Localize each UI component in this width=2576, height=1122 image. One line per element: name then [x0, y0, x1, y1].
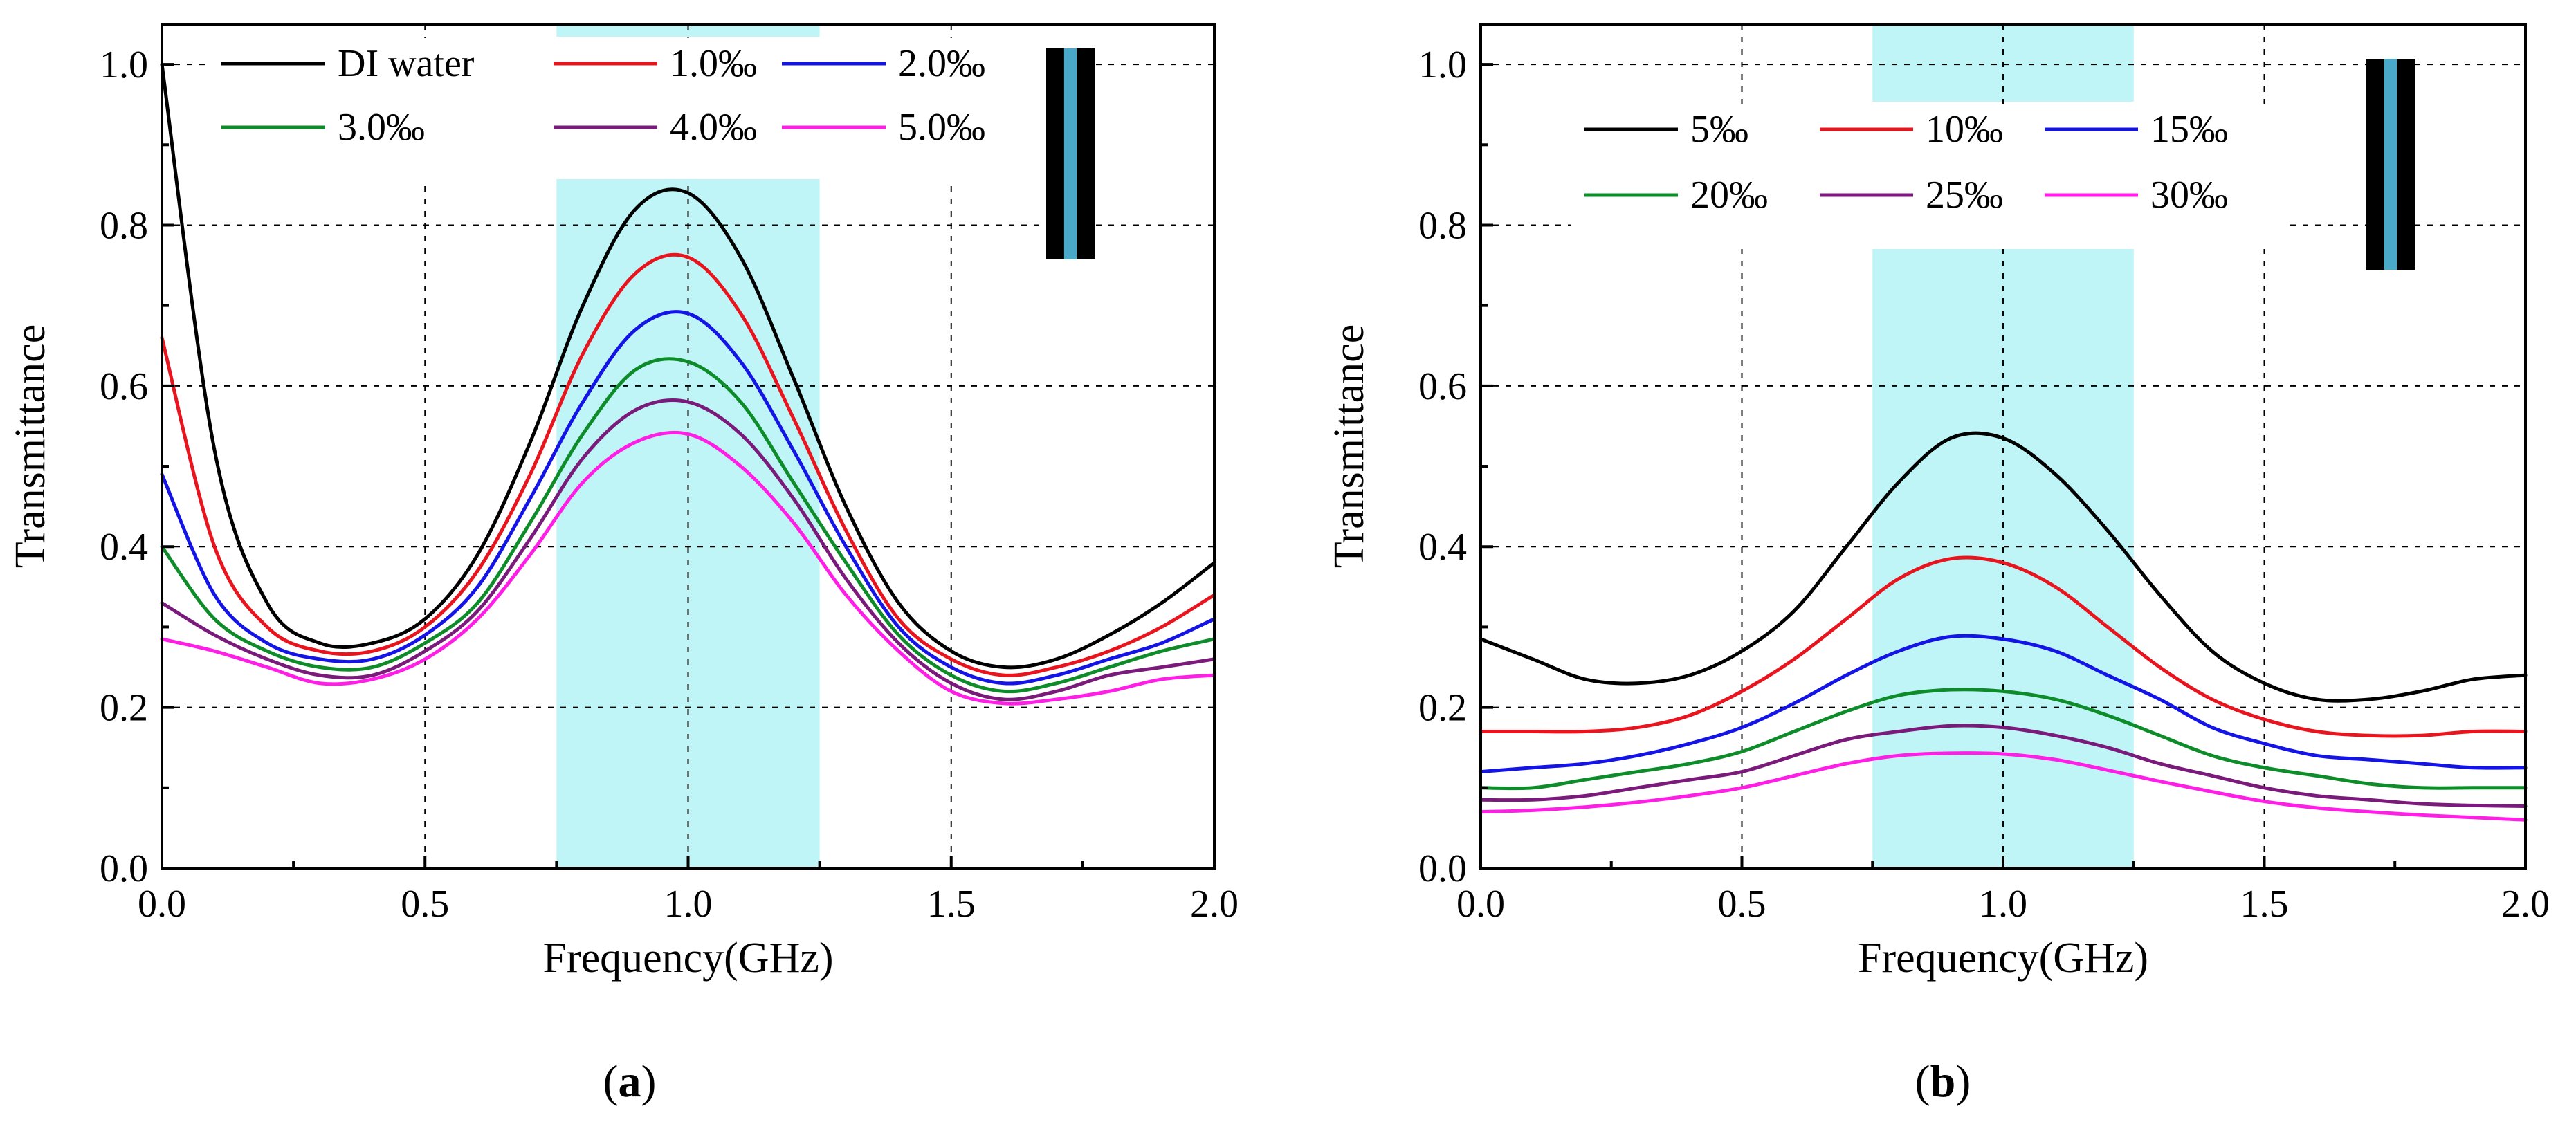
- x-tick-label: 0.0: [138, 883, 186, 926]
- y-axis-title: Transmittance: [7, 324, 54, 568]
- x-tick-label: 1.5: [927, 883, 976, 926]
- series-lines: [1479, 431, 2528, 822]
- legend-background: [1571, 104, 2283, 249]
- y-tick-label: 0.8: [100, 204, 148, 247]
- legend-label: 4.0‰: [670, 106, 757, 149]
- series-line: [1479, 634, 2528, 774]
- legend-item: 10‰: [1820, 108, 2003, 151]
- series-line: [160, 430, 1216, 706]
- series-line: [160, 62, 1216, 670]
- y-tick-label: 0.0: [1418, 847, 1467, 890]
- legend-item: 3.0‰: [221, 106, 425, 149]
- panel-caption: (b): [1915, 1056, 1971, 1107]
- legend-item: 5.0‰: [782, 106, 985, 149]
- series-line: [1479, 751, 2528, 822]
- legend-item: 15‰: [2045, 108, 2228, 151]
- ticks: [161, 63, 1216, 870]
- inset-sample-icon: [2366, 59, 2415, 270]
- legend-label: 3.0‰: [338, 106, 425, 149]
- x-tick-label: 0.5: [401, 883, 449, 926]
- x-tick-label: 1.0: [664, 883, 713, 926]
- y-tick-label: 0.6: [1418, 365, 1467, 408]
- legend-background: [208, 38, 1086, 179]
- ticks: [1479, 63, 2527, 870]
- legend-label: 25‰: [1926, 174, 2003, 217]
- legend-item: 1.0‰: [554, 42, 757, 85]
- series-line: [1479, 555, 2528, 738]
- y-axis-title: Transmittance: [1326, 324, 1373, 568]
- legend-item: 4.0‰: [554, 106, 757, 149]
- panel-caption: (a): [603, 1056, 657, 1107]
- series-line: [160, 398, 1216, 701]
- inset-stripe: [2384, 59, 2397, 270]
- x-tick-label: 0.0: [1456, 883, 1505, 926]
- inset-stripe: [1063, 48, 1077, 259]
- x-tick-label: 2.0: [1190, 883, 1239, 926]
- x-tick-label: 1.0: [1979, 883, 2027, 926]
- x-tick-label: 0.5: [1718, 883, 1766, 926]
- x-tick-labels: 0.0 0.5 1.0 1.5 2.0: [1456, 883, 2550, 926]
- legend-label: 20‰: [1690, 174, 1768, 217]
- legend-label: 15‰: [2150, 108, 2228, 151]
- legend-item: 30‰: [2045, 174, 2228, 217]
- y-tick-labels: 0.0 0.2 0.4 0.6 0.8 1.0: [100, 44, 148, 890]
- legend-label: 1.0‰: [670, 42, 757, 85]
- series-line: [1479, 431, 2528, 703]
- x-tick-label: 2.0: [2501, 883, 2550, 926]
- y-tick-label: 0.4: [1418, 526, 1467, 569]
- legend: 5‰ 10‰ 15‰ 20‰ 25‰ 30‰: [1571, 104, 2283, 249]
- inset-sample-icon: [1046, 48, 1095, 259]
- series-lines: [160, 62, 1216, 706]
- legend-label: DI water: [338, 42, 475, 85]
- y-tick-label: 0.2: [1418, 687, 1467, 730]
- legend-item: 5‰: [1584, 108, 1748, 151]
- y-tick-label: 0.8: [1418, 204, 1467, 247]
- legend-label: 10‰: [1926, 108, 2003, 151]
- legend-label: 30‰: [2150, 174, 2228, 217]
- x-axis-title: Frequency(GHz): [1858, 935, 2148, 982]
- highlight-band: [1872, 24, 2134, 868]
- series-line: [1479, 688, 2528, 791]
- legend: DI water 1.0‰ 2.0‰ 3.0‰ 4.0‰ 5.0‰: [208, 38, 1086, 179]
- panel-b: 0.0 0.5 1.0 1.5 2.0 0.0 0.2 0.4 0.6 0.8 1.0 Frequen…: [1326, 23, 2550, 1107]
- series-line: [160, 310, 1216, 686]
- legend-item: 25‰: [1820, 174, 2003, 217]
- legend-item: DI water: [221, 42, 475, 85]
- x-tick-label: 1.5: [2240, 883, 2289, 926]
- legend-item: 2.0‰: [782, 42, 985, 85]
- y-tick-label: 0.6: [100, 365, 148, 408]
- y-tick-label: 1.0: [100, 44, 148, 86]
- legend-label: 5.0‰: [898, 106, 985, 149]
- x-axis-title: Frequency(GHz): [542, 935, 833, 982]
- y-tick-label: 0.4: [100, 526, 148, 569]
- series-line: [160, 357, 1216, 694]
- legend-label: 5‰: [1690, 108, 1748, 151]
- highlight-band-top: [556, 24, 820, 37]
- series-line: [160, 252, 1216, 677]
- panel-a: 0.0 0.5 1.0 1.5 2.0 0.0 0.2 0.4 0.6 0.8 1.0 Frequen…: [7, 23, 1239, 1107]
- y-tick-labels: 0.0 0.2 0.4 0.6 0.8 1.0: [1418, 44, 1467, 890]
- legend-item: 20‰: [1584, 174, 1768, 217]
- y-tick-label: 0.2: [100, 687, 148, 730]
- legend-label: 2.0‰: [898, 42, 985, 85]
- x-tick-labels: 0.0 0.5 1.0 1.5 2.0: [138, 883, 1239, 926]
- series-line: [1479, 724, 2528, 809]
- y-tick-label: 1.0: [1418, 44, 1467, 86]
- y-tick-label: 0.0: [100, 847, 148, 890]
